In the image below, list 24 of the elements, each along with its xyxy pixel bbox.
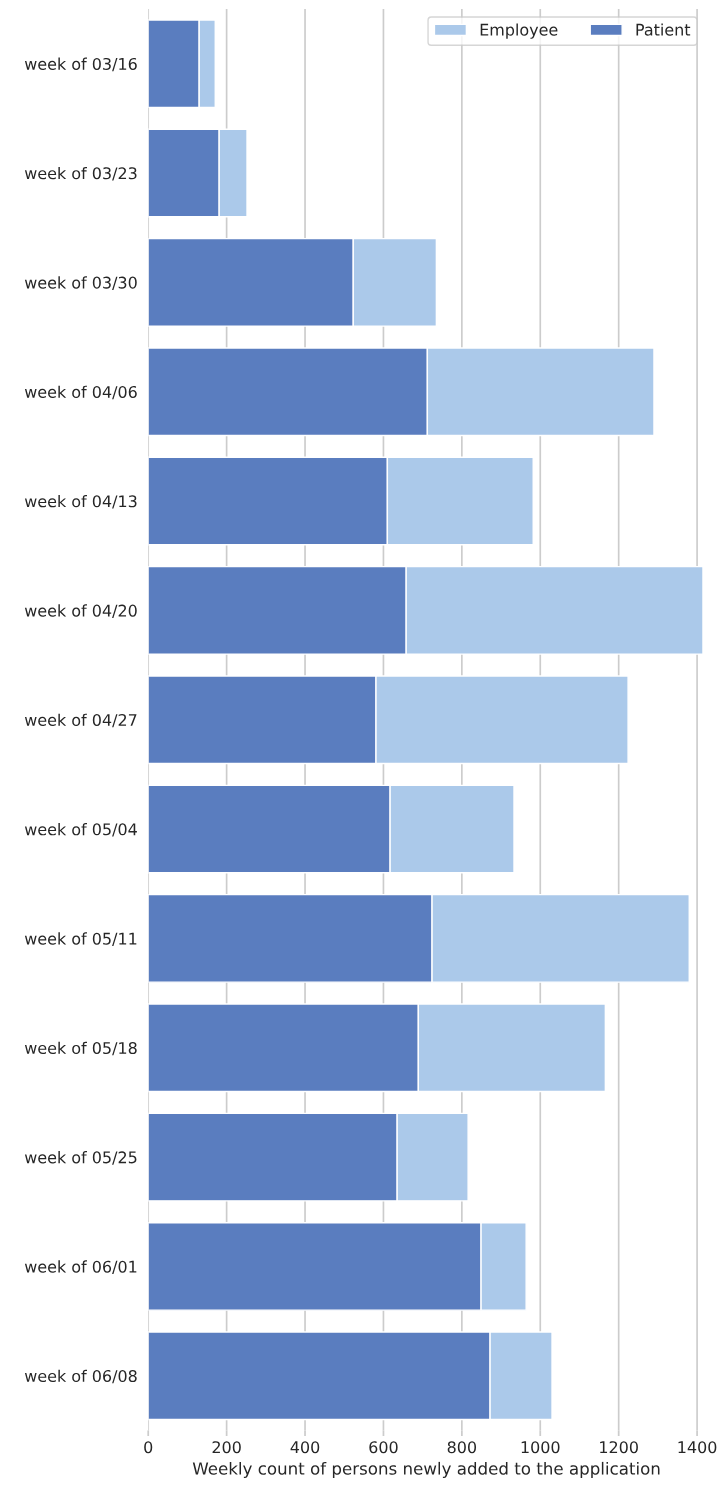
x-tick-label: 1000 — [521, 1441, 560, 1454]
legend-label: Employee — [480, 23, 558, 39]
y-tick-label: week of 06/01 — [24, 1260, 137, 1274]
y-tick-label: week of 03/23 — [24, 166, 137, 181]
y-tick-label: week of 04/06 — [24, 385, 137, 400]
x-tick-label: 600 — [369, 1441, 398, 1454]
x-tick-label: 400 — [290, 1441, 320, 1454]
x-tick-label: 1200 — [600, 1441, 638, 1454]
y-tick-label: week of 05/18 — [24, 1041, 137, 1056]
y-tick-label: week of 04/20 — [24, 604, 137, 618]
legend-label: Patient — [636, 23, 691, 36]
x-axis-title: Weekly count of persons newly added to the application — [192, 1461, 660, 1479]
y-tick-label: week of 05/25 — [24, 1151, 137, 1165]
y-tick-label: week of 05/04 — [24, 823, 137, 837]
y-tick-label: week of 05/11 — [24, 932, 137, 946]
y-tick-label: week of 04/27 — [24, 713, 137, 728]
y-tick-label: week of 03/16 — [24, 57, 137, 72]
y-tick-label: week of 03/30 — [24, 276, 137, 290]
x-tick-label: 1400 — [678, 1441, 717, 1454]
x-tick-label: 0 — [144, 1441, 153, 1454]
y-tick-label: week of 04/13 — [24, 494, 137, 509]
x-tick-label: 800 — [447, 1441, 477, 1454]
y-tick-label: week of 06/08 — [24, 1369, 137, 1384]
x-tick-label: 200 — [212, 1441, 241, 1454]
